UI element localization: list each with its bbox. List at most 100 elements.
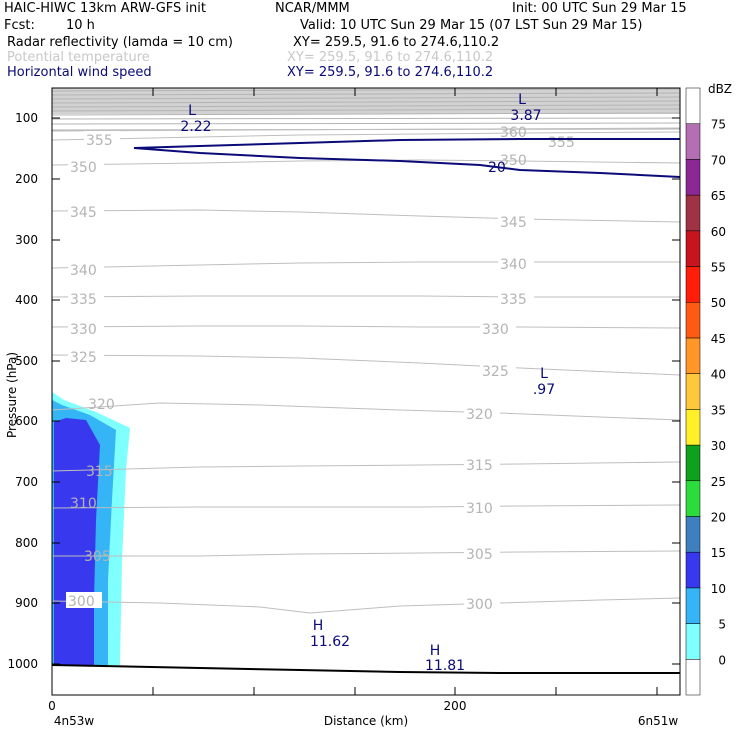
- colorbar-label-55: 55: [711, 261, 726, 275]
- colorbar-swatch-12: [685, 230, 701, 267]
- y-tick-400: 400: [15, 293, 38, 307]
- colorbar-label-0: 0: [718, 653, 726, 667]
- theta-label-315: 315: [86, 464, 113, 480]
- colorbar-label-40: 40: [711, 368, 726, 382]
- low-value-2: 3.87: [510, 108, 541, 124]
- field-3-xy: XY= 259.5, 91.6 to 274.6,110.2: [287, 65, 494, 80]
- theta-label-310: 310: [70, 496, 97, 512]
- low-marker-1: L: [188, 103, 196, 119]
- theta-label-325b: 325: [482, 364, 509, 380]
- y-axis-label: Pressure (hPa): [5, 352, 19, 438]
- model-title: HAIC-HIWC 13km ARW-GFS init: [4, 1, 206, 16]
- colorbar-swatch-1: [685, 623, 701, 660]
- y-tick-300: 300: [15, 233, 38, 247]
- y-tick-1000: 1000: [7, 657, 38, 671]
- colorbar-label-15: 15: [711, 546, 726, 560]
- theta-label-360: 360: [500, 125, 527, 141]
- y-tick-600: 600: [15, 414, 38, 428]
- colorbar-label-75: 75: [711, 118, 726, 132]
- plot-frame: [51, 87, 681, 696]
- theta-label-345b: 345: [500, 215, 527, 231]
- colorbar-swatch-9: [685, 337, 701, 374]
- theta-label-320b: 320: [466, 407, 493, 423]
- high-marker-2: H: [430, 643, 441, 659]
- x-tick-200: 200: [444, 699, 467, 713]
- colorbar-swatch-13: [685, 194, 701, 232]
- colorbar-swatch-16: [685, 87, 701, 124]
- colorbar-swatch-4: [685, 516, 701, 553]
- ground-line: [51, 664, 680, 674]
- theta-label-335: 335: [70, 292, 97, 308]
- theta-label-350b: 350: [500, 153, 527, 169]
- x-right-endpoint: 6n51w: [638, 714, 679, 728]
- field-3-name: Horizontal wind speed: [7, 65, 152, 80]
- low-marker-2: L: [518, 92, 526, 108]
- wind-contour: [133, 138, 681, 178]
- theta-label-340: 340: [70, 263, 97, 279]
- high-marker-1: H: [313, 618, 324, 634]
- y-tick-labels: 100 200 300 400 500 600 700 800 900 1000: [7, 111, 38, 671]
- theta-label-350: 350: [70, 160, 97, 176]
- theta-label-320: 320: [88, 397, 115, 413]
- y-tick-700: 700: [15, 475, 38, 489]
- theta-label-310b: 310: [466, 501, 493, 517]
- colorbar-label-20: 20: [711, 510, 726, 524]
- valid-time: Valid: 10 UTC Sun 29 Mar 15 (07 LST Sun …: [300, 18, 643, 33]
- colorbar-label-5: 5: [718, 618, 726, 632]
- high-value-2: 11.81: [425, 658, 465, 674]
- theta-label-330b: 330: [482, 322, 509, 338]
- theta-label-335b: 335: [500, 292, 527, 308]
- theta-label-305: 305: [84, 549, 111, 565]
- theta-label-330: 330: [70, 322, 97, 338]
- colorbar-swatch-14: [685, 159, 701, 196]
- theta-label-305b: 305: [466, 547, 493, 563]
- top-hatch: [51, 88, 681, 131]
- theta-label-300: 300: [68, 594, 95, 610]
- isentrope-labels: 300 300 305 305 310 310 315 315 320 320 …: [66, 125, 575, 613]
- theta-label-300b: 300: [466, 597, 493, 613]
- colorbar-swatch-7: [685, 409, 701, 446]
- colorbar-label-50: 50: [711, 296, 726, 310]
- isentropes: [51, 127, 681, 614]
- colorbar-label-60: 60: [711, 225, 726, 239]
- theta-label-345: 345: [70, 205, 97, 221]
- y-tick-200: 200: [15, 172, 38, 186]
- organization-label: NCAR/MMM: [275, 1, 350, 16]
- colorbar-label-30: 30: [711, 439, 726, 453]
- x-tick-0: 0: [48, 699, 56, 713]
- y-tick-800: 800: [15, 536, 38, 550]
- colorbar-swatch-0: [685, 659, 701, 696]
- colorbar-swatch-3: [685, 551, 701, 589]
- low-value-3: .97: [533, 382, 555, 398]
- y-tick-500: 500: [15, 354, 38, 368]
- theta-label-315b: 315: [466, 458, 493, 474]
- reflectivity-fill: [52, 392, 130, 665]
- colorbar-swatch-6: [685, 444, 701, 482]
- colorbar: 0 5 10 15 20 25 30 35 40 45 50 55 60 65 70 75: [685, 87, 726, 696]
- colorbar-swatch-11: [685, 266, 701, 303]
- y-tick-900: 900: [15, 596, 38, 610]
- theta-label-355: 355: [86, 133, 113, 149]
- colorbar-label-10: 10: [711, 582, 726, 596]
- colorbar-swatch-2: [685, 587, 701, 624]
- forecast-value: 10 h: [66, 18, 95, 33]
- high-value-1: 11.62: [310, 634, 350, 650]
- low-marker-3: L: [540, 366, 548, 382]
- init-time: Init: 00 UTC Sun 29 Mar 15: [512, 1, 687, 16]
- x-axis-label: Distance (km): [324, 714, 408, 728]
- field-2-xy: XY= 259.5, 91.6 to 274.6,110.2: [287, 50, 494, 65]
- wind-label-20: 20: [488, 160, 506, 176]
- theta-label-340b: 340: [500, 257, 527, 273]
- colorbar-label-70: 70: [711, 153, 726, 167]
- forecast-label: Fcst:: [4, 18, 35, 33]
- x-left-endpoint: 4n53w: [54, 714, 95, 728]
- extrema-labels: L 2.22 L 3.87 L .97 H 11.62 H 11.81: [180, 92, 555, 674]
- colorbar-label-45: 45: [711, 332, 726, 346]
- y-axis: [52, 117, 680, 665]
- theta-label-325: 325: [70, 350, 97, 366]
- low-value-1: 2.22: [180, 119, 211, 135]
- colorbar-unit: dBZ: [708, 82, 732, 96]
- colorbar-label-25: 25: [711, 475, 726, 489]
- field-1-name: Radar reflectivity (lamda = 10 cm): [7, 35, 233, 50]
